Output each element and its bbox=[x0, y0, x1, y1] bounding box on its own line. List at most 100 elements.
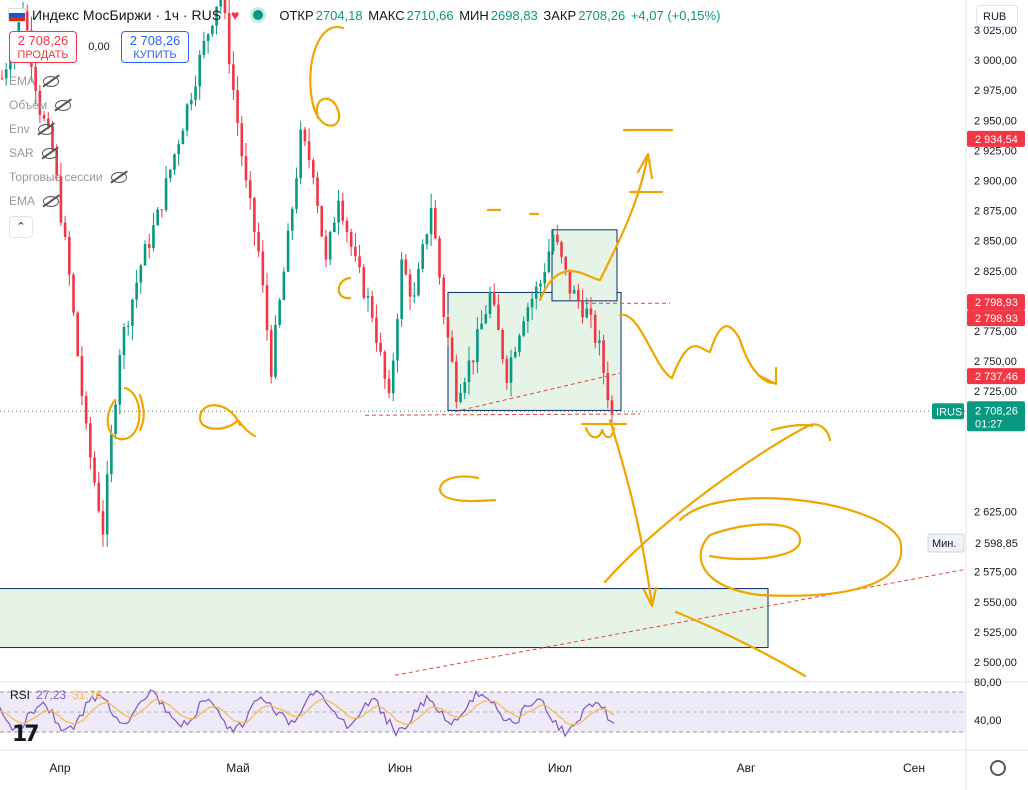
price-tag-bg bbox=[967, 130, 1025, 147]
candle-body bbox=[303, 129, 307, 142]
indicator-label: Торговые сессии bbox=[9, 170, 103, 184]
rsi-label: RSI bbox=[10, 688, 31, 702]
eye-hidden-icon[interactable] bbox=[55, 99, 72, 111]
tradingview-logo-icon[interactable]: 17 bbox=[12, 722, 40, 747]
rsi-pane: 80,00 40,00 bbox=[0, 677, 1028, 738]
candle-body bbox=[244, 156, 248, 181]
candle-body bbox=[337, 200, 340, 223]
settings-gear-icon[interactable] bbox=[990, 760, 1006, 776]
indicator-sar[interactable]: SAR bbox=[9, 146, 58, 160]
candle-body bbox=[84, 396, 88, 424]
price-tick-label: 2 950,00 bbox=[974, 115, 1017, 127]
candle-body bbox=[164, 178, 168, 211]
candle-body bbox=[425, 234, 429, 245]
candle-body bbox=[354, 246, 357, 257]
candle-body bbox=[55, 149, 58, 177]
candle-body bbox=[219, 0, 223, 7]
price-tags: 2 934,542 798,932 798,932 737,462 706,17… bbox=[927, 130, 1025, 553]
candle-body bbox=[215, 6, 218, 26]
price-tick-label: 2 625,00 bbox=[974, 507, 1017, 519]
indicator-volume[interactable]: Объём bbox=[9, 98, 72, 112]
rsi-legend: RSI 27,23 31,76 bbox=[10, 688, 102, 702]
sell-button[interactable]: 2 708,26 ПРОДАТЬ bbox=[9, 31, 77, 63]
rsi-ma-line bbox=[0, 698, 615, 726]
candle-body bbox=[598, 340, 601, 343]
candle-body bbox=[450, 337, 454, 362]
candle-body bbox=[143, 244, 147, 266]
candle-body bbox=[223, 0, 227, 14]
eye-hidden-icon[interactable] bbox=[43, 75, 60, 87]
candle-body bbox=[156, 209, 159, 226]
freehand-drawings bbox=[106, 25, 903, 678]
candle-body bbox=[110, 433, 113, 475]
time-label: Сен bbox=[903, 761, 925, 775]
candle-body bbox=[105, 474, 109, 535]
freehand-stroke bbox=[486, 208, 540, 216]
price-tag-label: 2 934,54 bbox=[975, 134, 1018, 146]
freehand-stroke bbox=[678, 497, 903, 597]
trade-panel: 2 708,26 ПРОДАТЬ 0,00 2 708,26 КУПИТЬ bbox=[9, 30, 189, 64]
open-label: ОТКР bbox=[279, 7, 314, 23]
eye-hidden-icon[interactable] bbox=[41, 147, 58, 159]
indicator-label: EMA bbox=[9, 74, 36, 88]
high-label: МАКС bbox=[368, 7, 405, 23]
freehand-stroke bbox=[603, 423, 832, 584]
indicator-ema-2[interactable]: EMA bbox=[9, 194, 60, 208]
freehand-stroke bbox=[106, 386, 145, 441]
annotation-lines bbox=[0, 302, 967, 676]
candle-body bbox=[236, 90, 239, 124]
eye-hidden-icon[interactable] bbox=[110, 171, 127, 183]
buy-button[interactable]: 2 708,26 КУПИТЬ bbox=[121, 31, 189, 63]
indicator-label: Объём bbox=[9, 98, 48, 112]
price-tag-label: 2 798,93 bbox=[975, 297, 1018, 309]
candle-body bbox=[59, 176, 63, 223]
collapse-indicators-button[interactable]: ⌃ bbox=[9, 216, 33, 238]
last-price-tag-bg bbox=[967, 401, 1025, 432]
time-label: Июл bbox=[548, 761, 572, 775]
indicator-env[interactable]: Env bbox=[9, 122, 54, 136]
candle-body bbox=[46, 118, 50, 126]
price-tick-label: 2 525,00 bbox=[974, 627, 1017, 639]
indicator-ema-1[interactable]: EMA bbox=[9, 74, 60, 88]
rsi-tick-label: 40,00 bbox=[974, 715, 1002, 727]
heart-icon[interactable]: ♥ bbox=[231, 7, 240, 23]
indicator-label: SAR bbox=[9, 146, 34, 160]
candle-body bbox=[492, 292, 496, 305]
price-tick-label: 2 550,00 bbox=[974, 597, 1017, 609]
candle-body bbox=[543, 272, 546, 284]
last-price-label: 2 708,26 bbox=[975, 405, 1018, 417]
candle-body bbox=[126, 325, 130, 328]
candle-body bbox=[198, 54, 202, 87]
russia-flag-icon bbox=[8, 8, 26, 22]
candle-body bbox=[396, 319, 399, 361]
candle-body bbox=[467, 360, 471, 383]
candle-body bbox=[455, 361, 458, 402]
candle-body bbox=[290, 208, 294, 231]
candle-body bbox=[93, 457, 96, 483]
indicator-sessions[interactable]: Торговые сессии bbox=[9, 170, 127, 184]
price-tick-label: 2 900,00 bbox=[974, 175, 1017, 187]
candle-body bbox=[442, 277, 446, 318]
eye-hidden-icon[interactable] bbox=[43, 195, 60, 207]
candle-body bbox=[80, 356, 84, 397]
open-value: 2704,18 bbox=[315, 7, 363, 23]
market-open-icon bbox=[253, 10, 264, 20]
candle-body bbox=[253, 197, 256, 232]
candle-body bbox=[463, 382, 467, 393]
candle-body bbox=[160, 209, 164, 211]
rsi-ma-value: 31,76 bbox=[72, 688, 103, 702]
price-tag-bg bbox=[967, 294, 1025, 311]
candle-body bbox=[34, 66, 37, 91]
freehand-stroke bbox=[618, 313, 778, 386]
candle-body bbox=[286, 230, 290, 272]
candle-body bbox=[606, 372, 610, 401]
symbol-title[interactable]: Индекс МосБиржи · 1ч · RUS bbox=[32, 7, 222, 23]
price-tick-label: 3 025,00 bbox=[974, 25, 1017, 37]
trend-dashed-line-2 bbox=[394, 568, 967, 676]
eye-hidden-icon[interactable] bbox=[37, 123, 54, 135]
candle-body bbox=[471, 360, 475, 363]
currency-select[interactable]: RUB bbox=[976, 5, 1018, 27]
candle-body bbox=[501, 330, 504, 360]
support-dashed-line bbox=[364, 413, 641, 416]
